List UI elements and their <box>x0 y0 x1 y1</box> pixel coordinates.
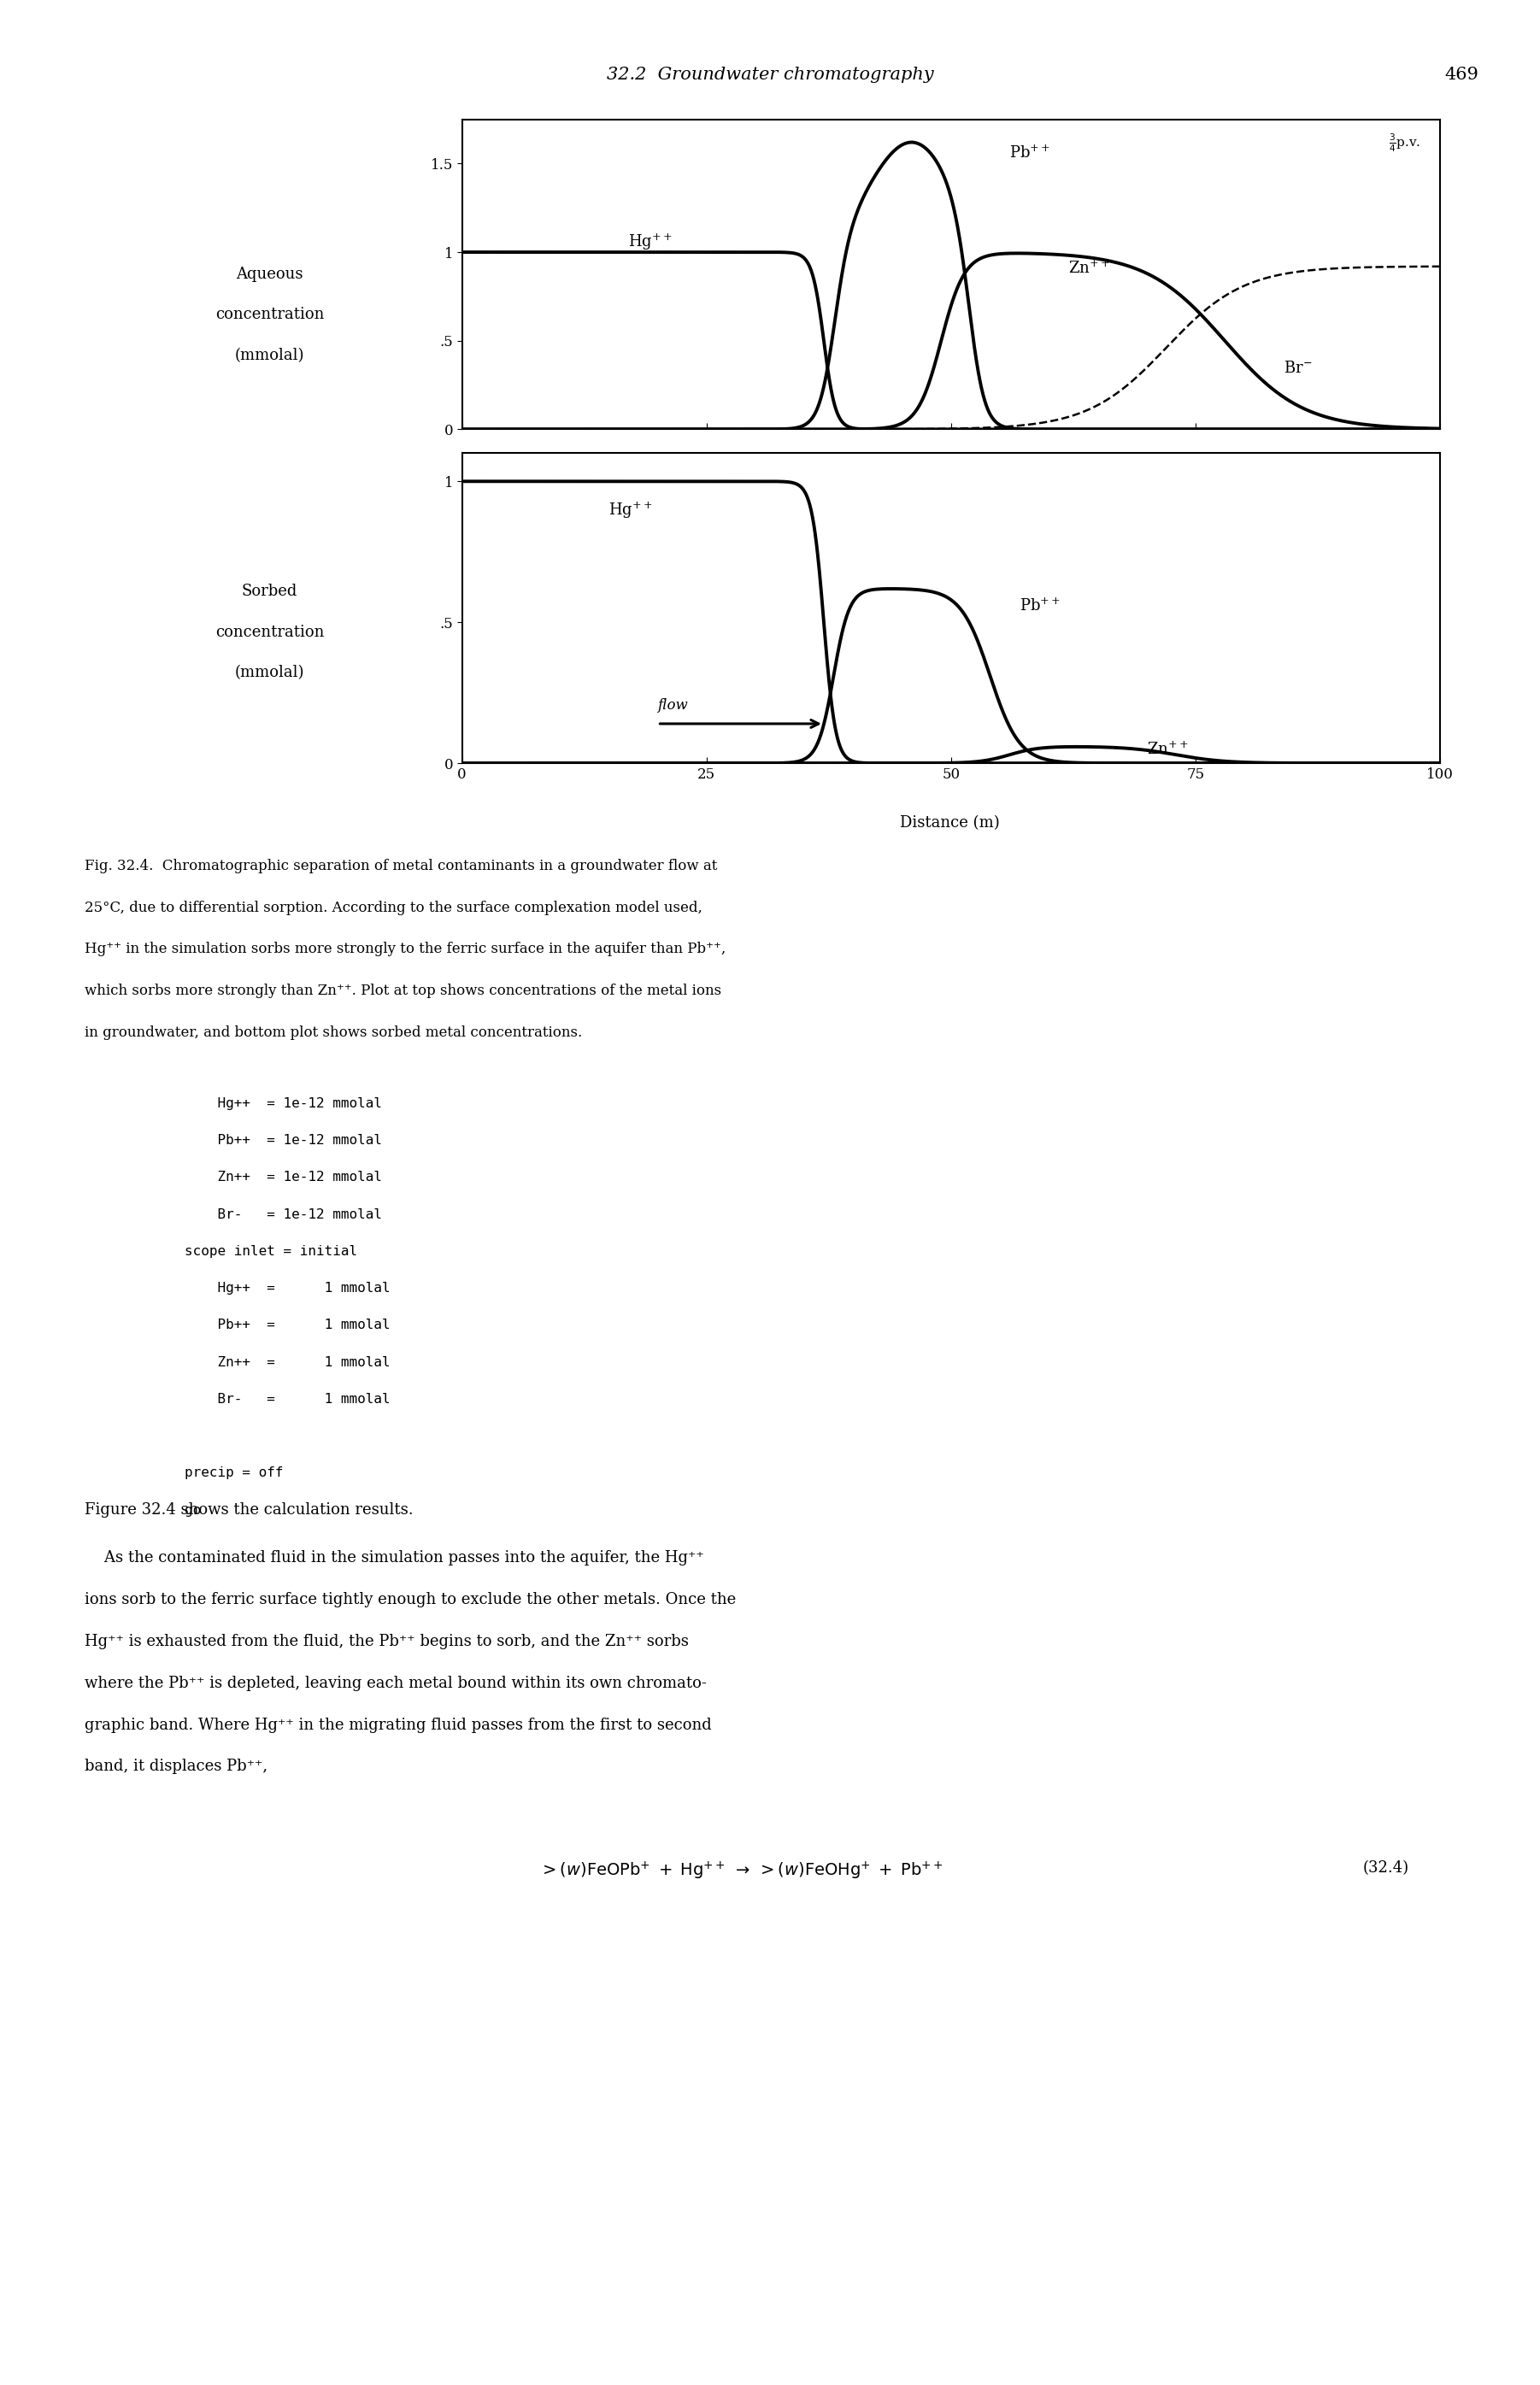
Text: Figure 32.4 shows the calculation results.: Figure 32.4 shows the calculation result… <box>85 1503 413 1517</box>
Text: Sorbed: Sorbed <box>242 584 297 599</box>
Text: Pb++  = 1e-12 mmolal: Pb++ = 1e-12 mmolal <box>185 1133 382 1147</box>
Text: (mmolal): (mmolal) <box>234 665 305 680</box>
Text: Hg++  = 1e-12 mmolal: Hg++ = 1e-12 mmolal <box>185 1097 382 1109</box>
Text: $\mathregular{Zn^{++}}$: $\mathregular{Zn^{++}}$ <box>1069 260 1110 277</box>
Text: where the Pb⁺⁺ is depleted, leaving each metal bound within its own chromato-: where the Pb⁺⁺ is depleted, leaving each… <box>85 1674 707 1691</box>
Text: Hg⁺⁺ in the simulation sorbs more strongly to the ferric surface in the aquifer : Hg⁺⁺ in the simulation sorbs more strong… <box>85 942 725 956</box>
Text: (mmolal): (mmolal) <box>234 348 305 363</box>
Text: graphic band. Where Hg⁺⁺ in the migrating fluid passes from the first to second: graphic band. Where Hg⁺⁺ in the migratin… <box>85 1717 711 1732</box>
Text: go: go <box>185 1503 202 1517</box>
Text: band, it displaces Pb⁺⁺,: band, it displaces Pb⁺⁺, <box>85 1760 268 1774</box>
Text: $>(w)\mathrm{FeOPb}^{+}$$\;+\;\mathrm{Hg}^{++}$$\;\rightarrow\;$$>(w)\mathrm{FeO: $>(w)\mathrm{FeOPb}^{+}$$\;+\;\mathrm{Hg… <box>539 1860 942 1882</box>
Text: concentration: concentration <box>216 625 323 639</box>
Text: Fig. 32.4.  Chromatographic separation of metal contaminants in a groundwater fl: Fig. 32.4. Chromatographic separation of… <box>85 859 718 873</box>
Text: Br-   =      1 mmolal: Br- = 1 mmolal <box>185 1393 391 1405</box>
Text: in groundwater, and bottom plot shows sorbed metal concentrations.: in groundwater, and bottom plot shows so… <box>85 1026 582 1040</box>
Text: scope inlet = initial: scope inlet = initial <box>185 1245 357 1257</box>
Text: which sorbs more strongly than Zn⁺⁺. Plot at top shows concentrations of the met: which sorbs more strongly than Zn⁺⁺. Plo… <box>85 983 721 999</box>
Text: 469: 469 <box>1445 67 1478 83</box>
Text: $\mathregular{Hg^{++}}$: $\mathregular{Hg^{++}}$ <box>628 231 673 253</box>
Text: 32.2  Groundwater chromatography: 32.2 Groundwater chromatography <box>607 67 933 83</box>
Text: $\mathregular{Br^{-}}$: $\mathregular{Br^{-}}$ <box>1283 360 1312 377</box>
Text: ions sorb to the ferric surface tightly enough to exclude the other metals. Once: ions sorb to the ferric surface tightly … <box>85 1593 736 1607</box>
Text: 25°C, due to differential sorption. According to the surface complexation model : 25°C, due to differential sorption. Acco… <box>85 902 702 916</box>
Text: Zn++  =      1 mmolal: Zn++ = 1 mmolal <box>185 1355 391 1369</box>
Text: precip = off: precip = off <box>185 1467 283 1479</box>
Text: Aqueous: Aqueous <box>236 267 303 281</box>
Text: Hg⁺⁺ is exhausted from the fluid, the Pb⁺⁺ begins to sorb, and the Zn⁺⁺ sorbs: Hg⁺⁺ is exhausted from the fluid, the Pb… <box>85 1634 688 1648</box>
Text: $\mathregular{Pb^{++}}$: $\mathregular{Pb^{++}}$ <box>1019 599 1061 615</box>
Text: Br-   = 1e-12 mmolal: Br- = 1e-12 mmolal <box>185 1207 382 1221</box>
Text: concentration: concentration <box>216 308 323 322</box>
Text: $\mathregular{Hg^{++}}$: $\mathregular{Hg^{++}}$ <box>608 501 653 520</box>
Text: $\mathsf{\frac{3}{4}}$p.v.: $\mathsf{\frac{3}{4}}$p.v. <box>1389 131 1420 153</box>
Text: Hg++  =      1 mmolal: Hg++ = 1 mmolal <box>185 1283 391 1295</box>
Text: Zn++  = 1e-12 mmolal: Zn++ = 1e-12 mmolal <box>185 1171 382 1183</box>
Text: flow: flow <box>658 699 688 713</box>
Text: $\mathregular{Zn^{++}}$: $\mathregular{Zn^{++}}$ <box>1146 742 1187 758</box>
Text: Pb++  =      1 mmolal: Pb++ = 1 mmolal <box>185 1319 391 1331</box>
Text: Distance (m): Distance (m) <box>901 816 999 830</box>
Text: (32.4): (32.4) <box>1363 1860 1409 1875</box>
Text: As the contaminated fluid in the simulation passes into the aquifer, the Hg⁺⁺: As the contaminated fluid in the simulat… <box>85 1550 704 1565</box>
Text: $\mathregular{Pb^{++}}$: $\mathregular{Pb^{++}}$ <box>1010 145 1050 162</box>
